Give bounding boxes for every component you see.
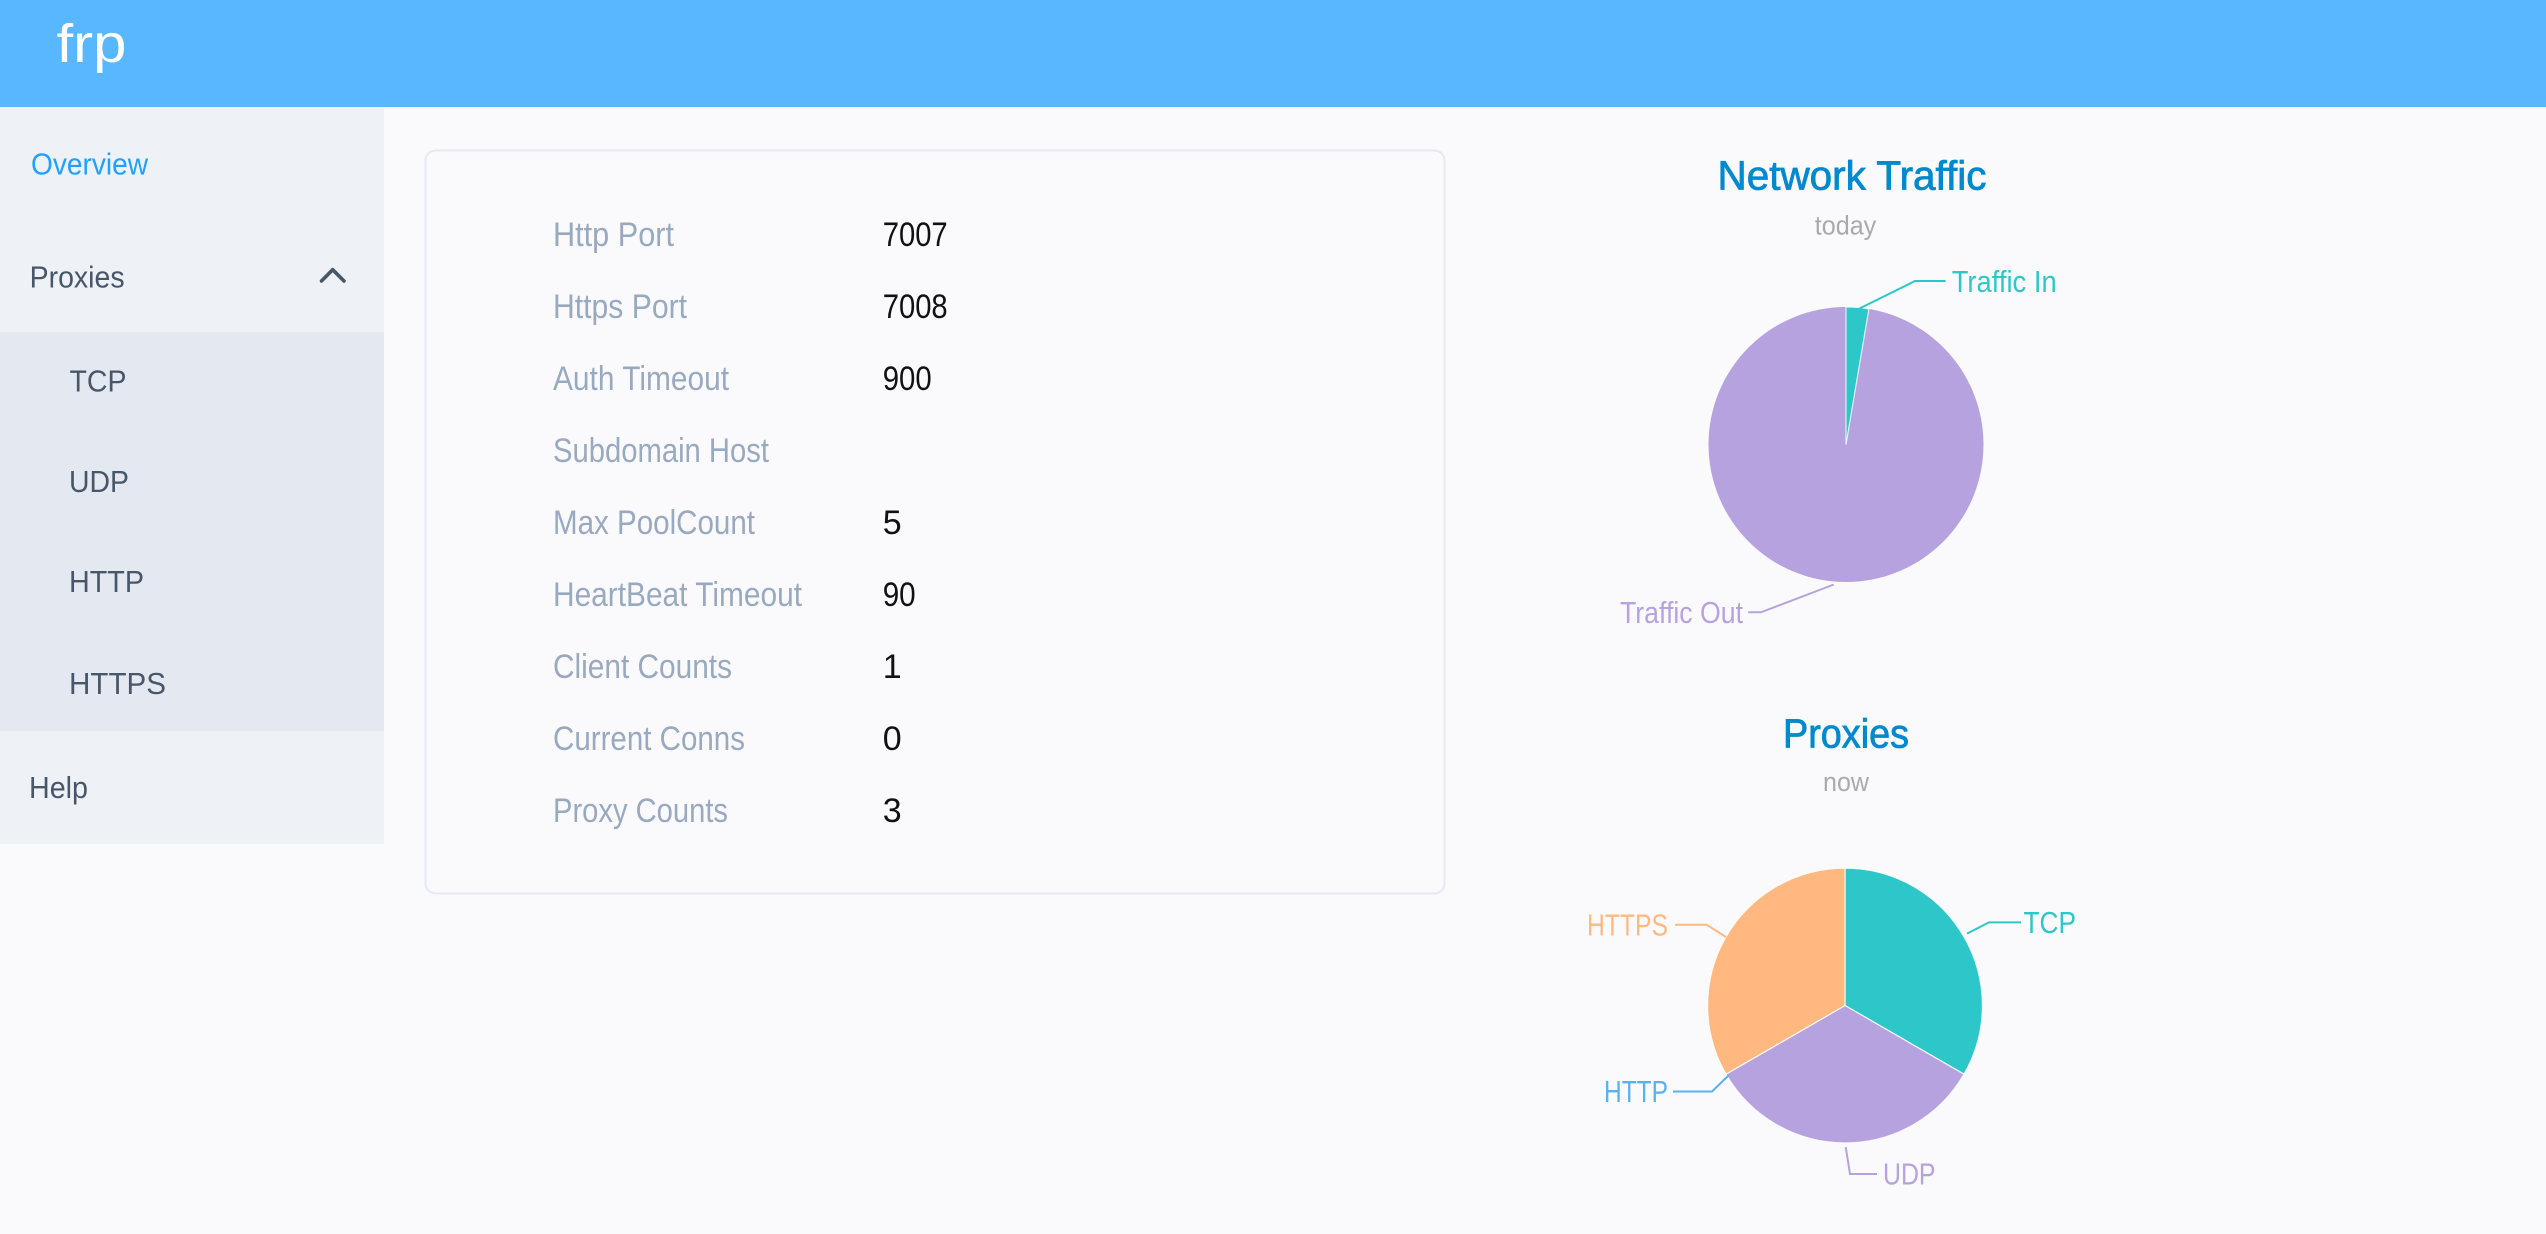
- svg-text:Traffic Out: Traffic Out: [1620, 595, 1743, 630]
- svg-text:Auth Timeout: Auth Timeout: [553, 360, 729, 398]
- svg-text:7007: 7007: [883, 216, 948, 254]
- svg-text:HeartBeat Timeout: HeartBeat Timeout: [553, 576, 802, 614]
- svg-text:3: 3: [883, 792, 902, 830]
- svg-text:0: 0: [883, 720, 902, 758]
- svg-text:Overview: Overview: [31, 147, 149, 182]
- svg-text:900: 900: [883, 360, 932, 398]
- svg-text:Proxies: Proxies: [30, 260, 125, 295]
- svg-text:UDP: UDP: [1883, 1157, 1936, 1192]
- svg-text:90: 90: [883, 576, 916, 614]
- svg-text:Http Port: Http Port: [553, 216, 674, 254]
- svg-text:Traffic In: Traffic In: [1952, 264, 2057, 299]
- svg-text:HTTPS: HTTPS: [69, 666, 166, 701]
- svg-text:HTTP: HTTP: [1604, 1074, 1668, 1109]
- svg-text:Current Conns: Current Conns: [553, 720, 745, 758]
- svg-text:UDP: UDP: [69, 464, 129, 499]
- svg-text:HTTP: HTTP: [69, 564, 144, 599]
- svg-text:Subdomain Host: Subdomain Host: [553, 432, 769, 470]
- svg-text:TCP: TCP: [70, 364, 127, 399]
- svg-text:Network Traffic: Network Traffic: [1718, 153, 1987, 199]
- svg-text:Https Port: Https Port: [553, 288, 687, 326]
- svg-text:Help: Help: [29, 770, 88, 805]
- svg-text:Client Counts: Client Counts: [553, 648, 732, 686]
- svg-text:1: 1: [883, 648, 902, 686]
- svg-text:5: 5: [883, 504, 902, 542]
- svg-text:HTTPS: HTTPS: [1587, 907, 1668, 942]
- svg-text:frp: frp: [57, 14, 127, 74]
- svg-text:now: now: [1823, 767, 1870, 797]
- svg-text:Max PoolCount: Max PoolCount: [553, 504, 755, 542]
- svg-text:Proxies: Proxies: [1783, 711, 1909, 757]
- svg-text:Proxy Counts: Proxy Counts: [553, 792, 728, 830]
- svg-text:TCP: TCP: [2024, 905, 2077, 940]
- svg-text:7008: 7008: [883, 288, 948, 326]
- svg-text:today: today: [1815, 211, 1877, 241]
